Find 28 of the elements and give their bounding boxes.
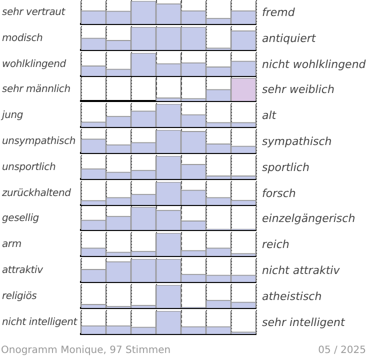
y2-axis-title: fremd bbox=[262, 6, 295, 20]
text: 05 / 2025 bbox=[318, 345, 366, 356]
y-axis-title: religiös bbox=[2, 290, 37, 304]
y2-axis-title: alt bbox=[262, 109, 276, 124]
y2-axis-title: antiquiert bbox=[262, 32, 316, 46]
y-axis-title: sehr vertraut bbox=[2, 6, 65, 20]
y2-axis-title: reich bbox=[262, 238, 290, 252]
y-axis-title: arm bbox=[2, 238, 22, 252]
y-axis-title: wohlklingend bbox=[2, 58, 66, 72]
y-axis-title: zurückhaltend bbox=[2, 186, 71, 201]
y2-axis-title: sportlich bbox=[262, 160, 310, 175]
y2-axis-title: sehr intelligent bbox=[262, 316, 345, 330]
y2-axis-title: sehr weiblich bbox=[262, 83, 334, 98]
y2-axis-title: forsch bbox=[262, 186, 296, 201]
y-axis-title: gesellig bbox=[2, 212, 39, 226]
y2-axis-title: nicht wohlklingend bbox=[262, 58, 366, 72]
y-axis-title: nicht intelligent bbox=[2, 316, 77, 330]
y-axis-title: attraktiv bbox=[2, 264, 43, 278]
y2-axis-title: atheistisch bbox=[262, 290, 322, 304]
y-axis-title: unsportlich bbox=[2, 160, 56, 175]
text: Onogramm Monique, 97 Stimmen bbox=[1, 345, 171, 356]
y2-axis-title: einzelgängerisch bbox=[262, 212, 356, 226]
y2-axis-title: sympathisch bbox=[262, 135, 332, 149]
y-axis-title: unsympathisch bbox=[2, 135, 76, 149]
y-axis-title: modisch bbox=[2, 32, 43, 46]
y-axis-title: jung bbox=[2, 109, 24, 124]
y-axis-title: sehr männlich bbox=[2, 83, 70, 98]
y2-axis-title: nicht attraktiv bbox=[262, 264, 340, 278]
